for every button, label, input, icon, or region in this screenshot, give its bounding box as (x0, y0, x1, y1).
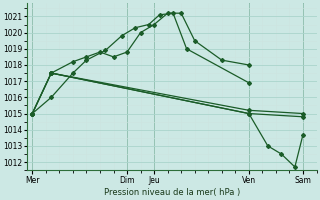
X-axis label: Pression niveau de la mer( hPa ): Pression niveau de la mer( hPa ) (104, 188, 240, 197)
